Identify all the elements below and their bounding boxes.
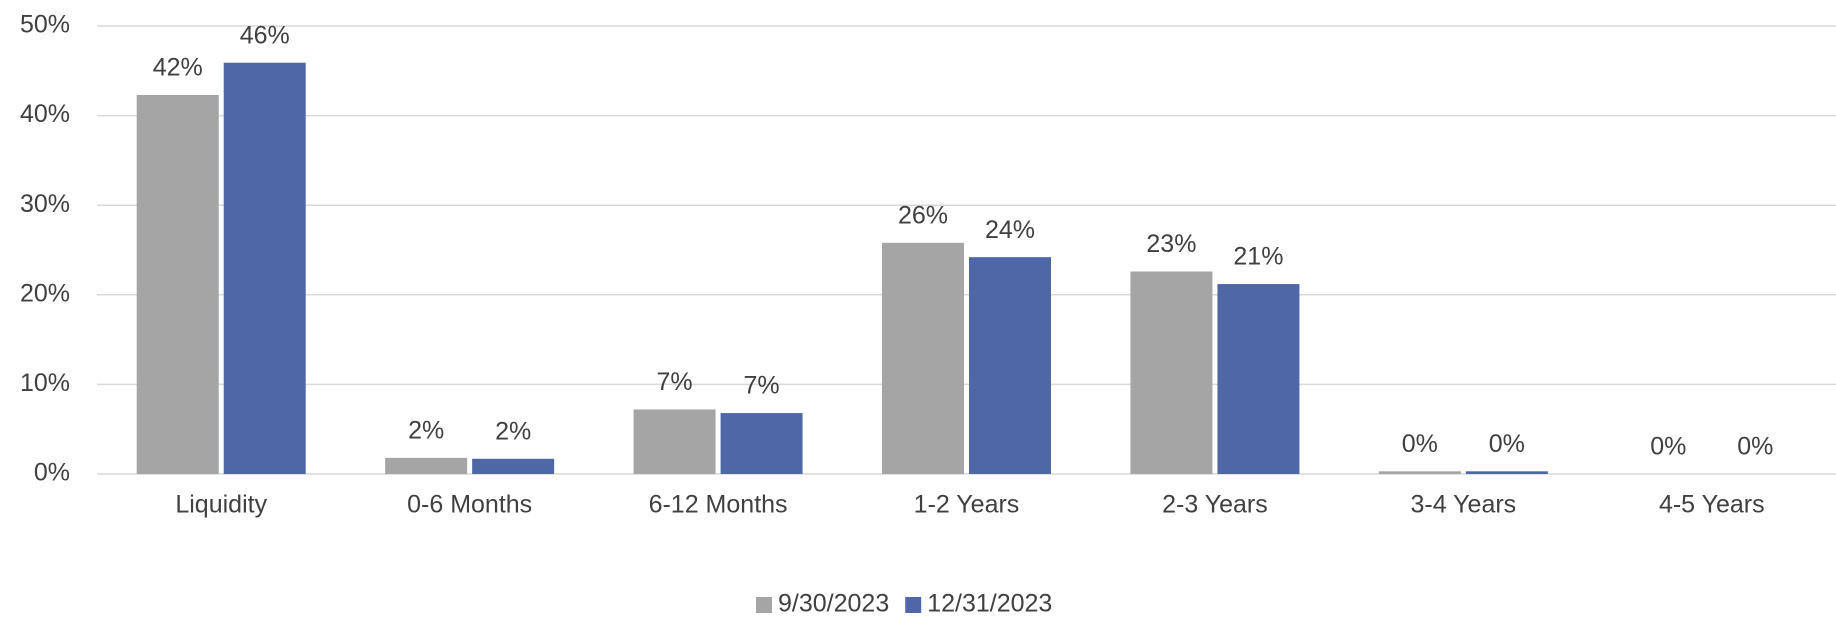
bar	[1465, 471, 1548, 474]
x-tick-label: 0-6 Months	[407, 491, 532, 519]
bar	[633, 409, 716, 474]
legend-label: 9/30/2023	[778, 590, 889, 618]
bar	[969, 257, 1051, 474]
data-label: 21%	[1233, 243, 1283, 271]
x-tick-label: 4-5 Years	[1659, 491, 1765, 519]
data-label: 0%	[1737, 433, 1773, 461]
data-label: 7%	[744, 372, 780, 400]
bar	[720, 413, 803, 474]
data-label: 2%	[408, 416, 444, 444]
x-tick-label: 3-4 Years	[1411, 491, 1517, 519]
data-label: 0%	[1650, 433, 1686, 461]
data-label: 7%	[657, 368, 693, 396]
y-tick-label: 10%	[20, 369, 70, 397]
bar	[223, 62, 306, 475]
bar	[1378, 471, 1461, 474]
x-tick-label: 6-12 Months	[649, 491, 788, 519]
y-tick-label: 30%	[20, 190, 70, 218]
legend-label: 12/31/2023	[927, 590, 1052, 618]
bar	[136, 94, 219, 474]
legend-swatch	[905, 597, 922, 613]
data-label: 24%	[985, 216, 1035, 244]
bar	[472, 458, 555, 474]
data-label: 26%	[898, 201, 948, 229]
data-label: 23%	[1146, 230, 1196, 258]
legend-swatch	[756, 597, 772, 613]
bar	[882, 242, 964, 474]
y-tick-label: 20%	[20, 279, 70, 307]
x-tick-label: Liquidity	[175, 491, 267, 519]
data-label: 46%	[240, 21, 290, 49]
bar	[385, 457, 468, 474]
data-label: 0%	[1489, 430, 1525, 458]
x-tick-label: 2-3 Years	[1162, 491, 1268, 519]
data-label: 0%	[1402, 430, 1438, 458]
x-tick-label: 1-2 Years	[914, 491, 1020, 519]
bar	[1217, 284, 1300, 474]
y-tick-label: 40%	[20, 100, 70, 128]
data-label: 2%	[495, 417, 531, 445]
bar	[1130, 271, 1213, 474]
y-tick-label: 50%	[20, 11, 70, 39]
y-tick-label: 0%	[34, 459, 70, 487]
data-label: 42%	[153, 54, 203, 82]
